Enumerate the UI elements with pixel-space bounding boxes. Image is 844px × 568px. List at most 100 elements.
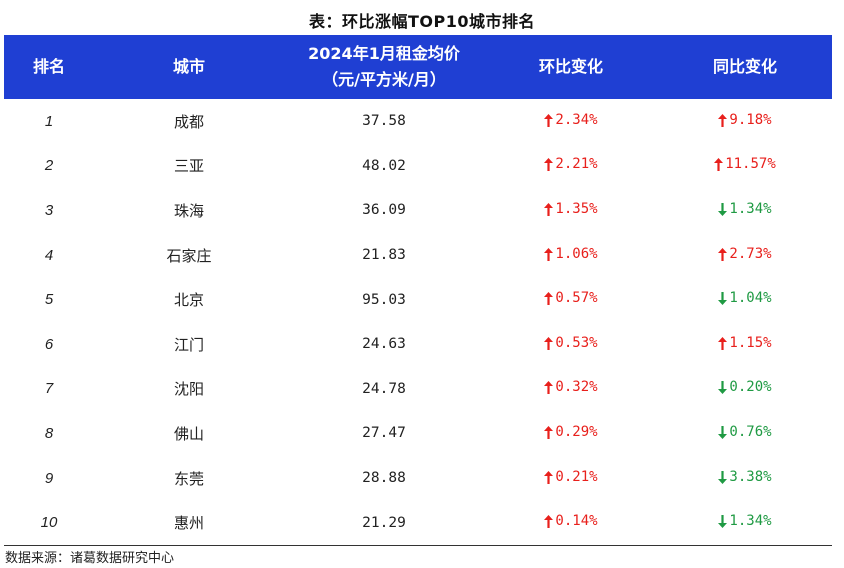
arrow-up-icon <box>718 113 728 131</box>
cell-rent: 37.58 <box>362 113 406 130</box>
mom-value: 0.57% <box>555 290 598 307</box>
yoy-value: 1.15% <box>729 334 772 351</box>
table-title: 表：环比涨幅TOP10城市排名 <box>308 12 535 31</box>
arrow-up-icon <box>544 158 554 175</box>
arrow-up-icon <box>718 336 728 354</box>
arrow-up-icon <box>544 247 554 265</box>
arrow-up-icon <box>544 470 554 488</box>
cell-rank: 4 <box>44 246 54 264</box>
cell-rank: 10 <box>4 500 94 546</box>
header-rent-line1: 2024年1月租金均价 <box>308 44 460 63</box>
mom-value: 1.35% <box>555 200 598 217</box>
cell-city: 北京 <box>173 291 204 310</box>
table-row: 9 东莞 28.88 0.21% 3.38% <box>4 456 832 501</box>
cell-rank: 8 <box>44 424 54 442</box>
table-row: 1 成都 37.58 2.34% 9.18% <box>4 99 832 144</box>
arrow-up-icon <box>544 292 554 309</box>
cell-city: 三亚 <box>173 157 204 176</box>
header-rent-line2: （元/平方米/月） <box>322 70 446 89</box>
cell-mom: 1.06% <box>484 233 658 278</box>
cell-yoy: 0.20% <box>658 367 832 412</box>
table-row: 6 江门 24.63 0.53% 1.15% <box>4 322 832 367</box>
cell-rank: 9 <box>44 469 54 487</box>
cell-mom: 2.21% <box>484 144 658 189</box>
yoy-value: 9.18% <box>729 111 772 128</box>
header-mom: 环比变化 <box>484 35 658 99</box>
cell-rank: 2 <box>44 157 54 175</box>
cell-rank: 3 <box>44 201 54 219</box>
cell-mom: 0.57% <box>484 277 658 322</box>
cell-yoy: 1.15% <box>658 322 832 367</box>
mom-value: 0.29% <box>555 423 598 440</box>
table-header-row: 排名 城市 2024年1月租金均价 （元/平方米/月） 环比变化 同比变化 <box>4 35 832 99</box>
header-rent: 2024年1月租金均价 （元/平方米/月） <box>284 35 484 99</box>
cell-yoy: 1.04% <box>658 277 832 322</box>
arrow-up-icon <box>714 158 724 175</box>
mom-value: 2.21% <box>555 156 598 173</box>
arrow-up-icon <box>544 113 554 131</box>
mom-value: 1.06% <box>555 245 598 262</box>
cell-yoy: 0.76% <box>658 411 832 456</box>
mom-value: 0.53% <box>555 334 598 351</box>
arrow-down-icon <box>718 425 728 443</box>
cell-yoy: 11.57% <box>658 144 832 189</box>
arrow-up-icon <box>544 381 554 398</box>
arrow-up-icon <box>544 336 554 354</box>
cell-rent: 21.83 <box>362 247 406 264</box>
city-ranking-table: 排名 城市 2024年1月租金均价 （元/平方米/月） 环比变化 同比变化 1 成… <box>4 35 832 546</box>
cell-rank: 6 <box>44 335 54 353</box>
cell-rent: 95.03 <box>362 291 406 308</box>
cell-city: 石家庄 <box>166 246 212 265</box>
yoy-value: 11.57% <box>725 156 776 173</box>
cell-rank: 7 <box>44 380 54 398</box>
yoy-value: 3.38% <box>729 468 772 485</box>
cell-city: 东莞 <box>173 469 204 488</box>
cell-rent: 27.47 <box>362 425 406 442</box>
yoy-value: 0.20% <box>729 379 772 396</box>
table-row: 4 石家庄 21.83 1.06% 2.73% <box>4 233 832 278</box>
cell-yoy: 3.38% <box>658 456 832 501</box>
table-row: 5 北京 95.03 0.57% 1.04% <box>4 277 832 322</box>
cell-rent: 28.88 <box>362 470 406 487</box>
cell-yoy: 2.73% <box>658 233 832 278</box>
data-source-note: 数据来源：诸葛数据研究中心 <box>5 551 175 566</box>
cell-mom: 0.21% <box>484 456 658 501</box>
cell-mom: 1.35% <box>484 188 658 233</box>
arrow-down-icon <box>718 470 728 488</box>
yoy-value: 2.73% <box>729 245 772 262</box>
cell-yoy: 9.18% <box>658 99 832 144</box>
cell-city: 成都 <box>173 112 204 131</box>
cell-mom: 0.32% <box>484 367 658 412</box>
cell-city: 江门 <box>173 335 204 354</box>
cell-city: 沈阳 <box>173 380 204 399</box>
cell-rank: 5 <box>44 291 54 309</box>
table-row: 7 沈阳 24.78 0.32% 0.20% <box>4 367 832 412</box>
table-row: 2 三亚 48.02 2.21% 11.57% <box>4 144 832 189</box>
arrow-up-icon <box>544 425 554 443</box>
cell-yoy: 1.34% <box>658 500 832 546</box>
header-yoy: 同比变化 <box>658 35 832 99</box>
cell-city: 佛山 <box>173 424 204 443</box>
yoy-value: 1.04% <box>729 290 772 307</box>
arrow-up-icon <box>718 247 728 265</box>
mom-value: 2.34% <box>555 111 598 128</box>
cell-city: 珠海 <box>173 201 204 220</box>
mom-value: 0.32% <box>555 379 598 396</box>
header-city: 城市 <box>94 35 284 99</box>
arrow-up-icon <box>544 202 554 220</box>
mom-value: 0.21% <box>555 468 598 485</box>
cell-mom: 0.29% <box>484 411 658 456</box>
arrow-down-icon <box>718 381 728 398</box>
arrow-down-icon <box>718 515 728 532</box>
table-row: 3 珠海 36.09 1.35% 1.34% <box>4 188 832 233</box>
cell-rent: 21.29 <box>284 500 484 546</box>
cell-mom: 0.53% <box>484 322 658 367</box>
cell-rent: 48.02 <box>362 157 406 174</box>
yoy-value: 1.34% <box>729 513 772 530</box>
cell-rent: 36.09 <box>362 202 406 219</box>
cell-mom: 0.14% <box>484 500 658 546</box>
cell-rent: 24.78 <box>362 380 406 397</box>
arrow-up-icon <box>544 515 554 532</box>
arrow-down-icon <box>718 202 728 220</box>
yoy-value: 1.34% <box>729 200 772 217</box>
